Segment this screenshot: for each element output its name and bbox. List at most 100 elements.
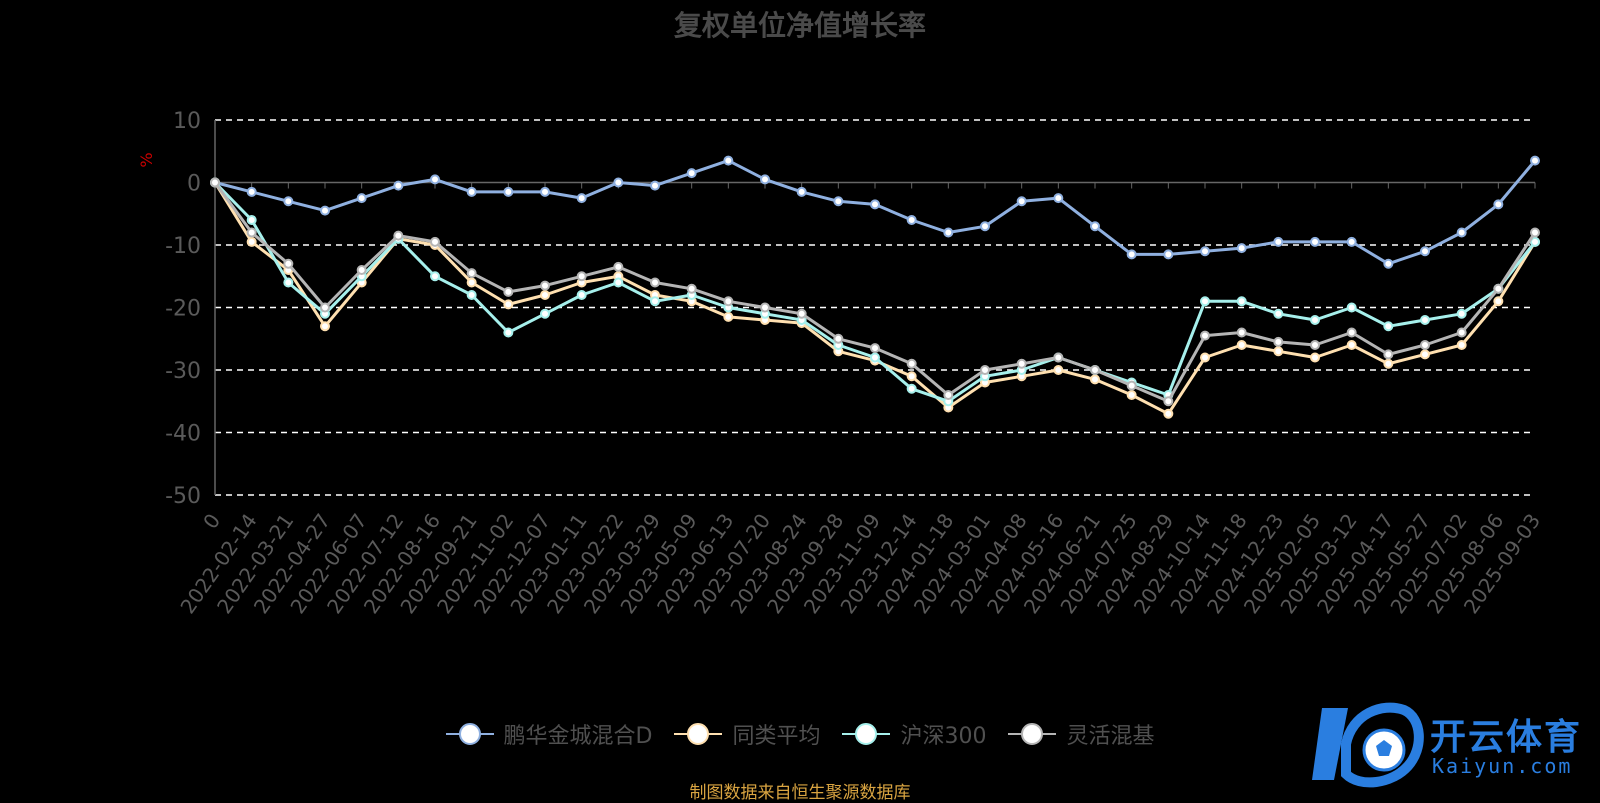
data-point[interactable] (1236, 296, 1247, 307)
data-point[interactable] (320, 321, 330, 332)
data-point[interactable] (1310, 352, 1320, 363)
data-point[interactable] (833, 196, 844, 207)
data-point[interactable] (1346, 302, 1357, 313)
data-point[interactable] (906, 358, 917, 369)
data-point[interactable] (283, 258, 294, 269)
data-point[interactable] (1273, 308, 1284, 319)
data-point[interactable] (1456, 327, 1467, 338)
data-point[interactable] (540, 186, 550, 197)
data-point[interactable] (246, 215, 257, 225)
data-point[interactable] (246, 227, 257, 238)
data-point[interactable] (1236, 327, 1247, 338)
data-point[interactable] (1273, 236, 1284, 247)
data-point[interactable] (1346, 340, 1357, 350)
data-point[interactable] (723, 155, 734, 166)
data-point[interactable] (466, 186, 477, 197)
data-point[interactable] (1200, 246, 1210, 257)
data-point[interactable] (503, 299, 514, 310)
data-point[interactable] (650, 180, 660, 191)
data-point[interactable] (1310, 315, 1320, 325)
data-point[interactable] (1420, 340, 1430, 350)
data-point[interactable] (760, 174, 770, 185)
data-point[interactable] (1493, 283, 1504, 294)
data-point[interactable] (283, 277, 294, 288)
data-point[interactable] (1236, 340, 1247, 350)
legend-item-peer-average[interactable]: 同类平均 (674, 718, 820, 750)
data-point[interactable] (870, 199, 880, 210)
data-point[interactable] (650, 277, 660, 288)
data-point[interactable] (1346, 236, 1357, 247)
data-point[interactable] (1310, 340, 1320, 350)
data-point[interactable] (1346, 327, 1357, 338)
data-point[interactable] (1163, 249, 1174, 260)
data-point[interactable] (430, 236, 440, 247)
legend-item-flexible-mixed[interactable]: 灵活混基 (1008, 718, 1154, 750)
data-point[interactable] (1273, 336, 1284, 347)
data-point[interactable] (1126, 380, 1137, 391)
data-point[interactable] (1053, 352, 1064, 363)
data-point[interactable] (576, 271, 587, 282)
data-point[interactable] (576, 193, 587, 204)
data-point[interactable] (906, 371, 917, 382)
data-point[interactable] (356, 193, 367, 204)
data-point[interactable] (540, 280, 550, 291)
data-point[interactable] (686, 283, 697, 294)
data-point[interactable] (1310, 236, 1320, 247)
data-point[interactable] (1530, 155, 1540, 166)
data-point[interactable] (1016, 358, 1027, 369)
data-point[interactable] (320, 302, 330, 313)
data-point[interactable] (283, 196, 294, 207)
data-point[interactable] (1530, 227, 1540, 238)
data-point[interactable] (466, 277, 477, 288)
data-point[interactable] (1053, 193, 1064, 204)
data-point[interactable] (210, 177, 220, 188)
data-point[interactable] (1273, 346, 1284, 357)
data-point[interactable] (430, 174, 440, 185)
data-point[interactable] (356, 265, 367, 275)
data-point[interactable] (1163, 396, 1174, 407)
data-point[interactable] (393, 230, 404, 241)
legend-item-csi300[interactable]: 沪深300 (842, 718, 986, 750)
data-point[interactable] (320, 205, 330, 216)
data-point[interactable] (1090, 365, 1100, 375)
data-point[interactable] (1090, 221, 1100, 232)
data-point[interactable] (540, 308, 550, 319)
data-point[interactable] (1200, 330, 1210, 341)
data-point[interactable] (980, 221, 990, 232)
data-point[interactable] (906, 215, 917, 225)
data-point[interactable] (1456, 227, 1467, 238)
data-point[interactable] (1383, 258, 1394, 269)
data-point[interactable] (1383, 349, 1394, 360)
data-point[interactable] (1236, 243, 1247, 254)
legend-item-fund[interactable]: 鹏华金城混合D (445, 718, 652, 750)
data-point[interactable] (1126, 249, 1137, 260)
data-point[interactable] (246, 236, 257, 247)
data-point[interactable] (1420, 349, 1430, 360)
data-point[interactable] (1383, 358, 1394, 369)
data-point[interactable] (1493, 296, 1504, 307)
data-point[interactable] (796, 186, 807, 197)
data-point[interactable] (466, 268, 477, 279)
data-point[interactable] (576, 290, 587, 300)
data-point[interactable] (686, 168, 697, 179)
data-point[interactable] (796, 308, 807, 319)
data-point[interactable] (833, 333, 844, 344)
data-point[interactable] (1163, 408, 1174, 419)
data-point[interactable] (613, 177, 624, 188)
data-point[interactable] (613, 261, 624, 272)
data-point[interactable] (870, 343, 880, 354)
data-point[interactable] (906, 383, 917, 394)
data-point[interactable] (1200, 352, 1210, 363)
data-point[interactable] (1383, 321, 1394, 332)
data-point[interactable] (503, 286, 514, 297)
data-point[interactable] (980, 365, 990, 375)
data-point[interactable] (466, 290, 477, 300)
data-point[interactable] (1420, 246, 1430, 257)
data-point[interactable] (1420, 315, 1430, 325)
data-point[interactable] (1493, 199, 1504, 210)
data-point[interactable] (1053, 365, 1064, 375)
data-point[interactable] (503, 327, 514, 338)
data-point[interactable] (503, 186, 514, 197)
data-point[interactable] (430, 271, 440, 282)
data-point[interactable] (393, 180, 404, 191)
